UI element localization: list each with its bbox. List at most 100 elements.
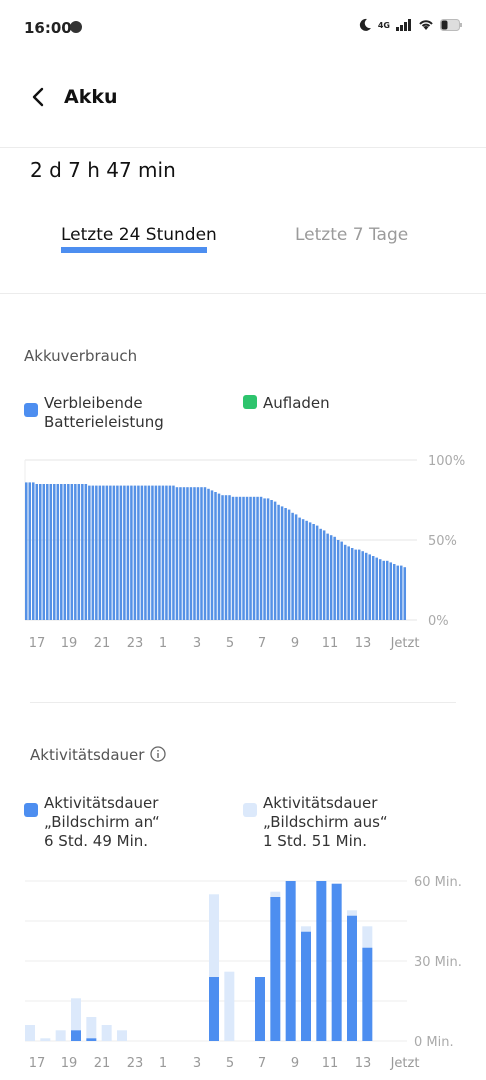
battery-bar xyxy=(140,485,144,620)
battery-usage-chart: 100%50%0%17 19 21 23 1 3 5 7 9 11 13 Jetzt xyxy=(24,454,465,651)
battery-bar xyxy=(224,495,228,620)
screen-off-bar xyxy=(55,1030,66,1041)
battery-bar xyxy=(165,485,168,620)
battery-bar xyxy=(123,485,126,620)
battery-bar xyxy=(105,485,109,620)
battery-bar xyxy=(154,485,158,620)
legend-screen-on-sub: „Bildschirm an“ xyxy=(44,813,160,831)
battery-bar xyxy=(193,487,196,620)
battery-bar xyxy=(329,535,333,620)
signal-icon xyxy=(396,19,411,31)
whatsapp-notification-icon xyxy=(70,21,82,33)
battery-bar xyxy=(151,485,154,620)
battery-bar xyxy=(67,484,70,620)
battery-bar xyxy=(315,525,319,620)
battery-bar xyxy=(217,493,221,620)
x-tick-label: 9 xyxy=(291,636,299,651)
battery-bar xyxy=(32,482,35,620)
info-icon[interactable] xyxy=(150,746,166,762)
x-tick-label: 17 xyxy=(29,1056,46,1071)
battery-bar xyxy=(287,509,291,620)
x-tick-label: 7 xyxy=(258,636,266,651)
tab-last-24-hours[interactable]: Letzte 24 Stunden xyxy=(61,225,217,245)
battery-bar xyxy=(46,484,49,620)
status-time: 16:00 xyxy=(24,19,72,37)
battery-bar xyxy=(396,565,400,620)
x-tick-label: 9 xyxy=(291,1056,299,1071)
back-arrow-icon[interactable] xyxy=(28,86,50,108)
x-tick-label: 21 xyxy=(94,1056,111,1071)
battery-bar xyxy=(294,514,298,620)
screen-off-bar xyxy=(101,1025,112,1041)
battery-bar xyxy=(280,506,284,620)
battery-bar xyxy=(207,488,210,620)
battery-bar xyxy=(186,487,189,620)
battery-bar xyxy=(301,519,305,620)
battery-bar xyxy=(350,548,354,620)
screen-off-bar xyxy=(362,926,373,948)
y-tick-label: 60 Min. xyxy=(414,875,462,890)
x-tick-label: 7 xyxy=(258,1056,266,1071)
legend-screen-on-label: Aktivitätsdauer xyxy=(44,794,159,812)
x-tick-label: 5 xyxy=(226,636,234,651)
screen-off-bar xyxy=(25,1025,35,1041)
battery-bar xyxy=(98,485,102,620)
battery-bar xyxy=(399,565,403,620)
legend-screen-off-sub: „Bildschirm aus“ xyxy=(263,813,388,831)
battery-duration: 2 d 7 h 47 min xyxy=(30,158,176,182)
x-tick-label: 19 xyxy=(61,1056,78,1071)
battery-bar xyxy=(109,485,112,620)
activity-duration-chart: 60 Min.30 Min.0 Min.17 19 21 23 1 3 5 7 9 11 13 Jet… xyxy=(25,875,462,1071)
x-tick-label: 5 xyxy=(226,1056,234,1071)
screen-on-bar xyxy=(255,977,265,1041)
battery-bar xyxy=(284,508,287,620)
battery-bar xyxy=(340,541,343,620)
tab-last-7-days[interactable]: Letzte 7 Tage xyxy=(295,225,409,245)
legend-swatch-screen-off xyxy=(243,803,257,817)
battery-bar xyxy=(277,504,280,620)
divider xyxy=(0,147,486,148)
legend-swatch-charging xyxy=(243,395,257,409)
battery-bar xyxy=(77,484,81,620)
battery-bar xyxy=(256,496,259,620)
battery-bar xyxy=(147,485,151,620)
legend-screen-off-value: 1 Std. 51 Min. xyxy=(263,832,368,850)
battery-bar xyxy=(91,485,95,620)
battery-bar xyxy=(53,484,56,620)
battery-bar xyxy=(382,560,385,620)
battery-bar xyxy=(354,549,357,620)
battery-bar xyxy=(343,544,347,620)
battery-bar xyxy=(298,517,301,620)
battery-bar xyxy=(238,496,242,620)
battery-bar xyxy=(385,560,389,620)
x-tick-label: 19 xyxy=(61,636,78,651)
battery-bar xyxy=(144,485,147,620)
x-tick-label: 11 xyxy=(322,636,339,651)
battery-bar xyxy=(63,484,67,620)
battery-bar xyxy=(228,495,231,620)
battery-bar xyxy=(273,501,277,620)
battery-bar xyxy=(25,482,28,620)
x-tick-label: Jetzt xyxy=(390,636,420,651)
battery-bar xyxy=(175,487,179,620)
battery-bar xyxy=(189,487,193,620)
page-title: Akku xyxy=(64,86,118,108)
wifi-icon xyxy=(419,20,433,30)
battery-bar xyxy=(245,496,249,620)
x-tick-label: 13 xyxy=(355,1056,372,1071)
y-tick-label: 0 Min. xyxy=(414,1035,454,1050)
x-tick-label: 3 xyxy=(193,1056,201,1071)
battery-bar xyxy=(179,487,182,620)
legend-charging: Aufladen xyxy=(263,394,330,412)
battery-bar xyxy=(168,485,172,620)
battery-bar xyxy=(60,484,63,620)
screen-off-bar xyxy=(224,971,235,1041)
moon-icon xyxy=(359,18,371,31)
x-tick-label: Jetzt xyxy=(390,1056,420,1071)
battery-bar xyxy=(378,559,382,620)
screen-off-bar xyxy=(209,894,219,977)
activity-section-title: Aktivitätsdauer xyxy=(30,746,145,764)
screen-off-bar xyxy=(86,1017,97,1039)
battery-bar xyxy=(126,485,130,620)
battery-bar xyxy=(95,485,98,620)
